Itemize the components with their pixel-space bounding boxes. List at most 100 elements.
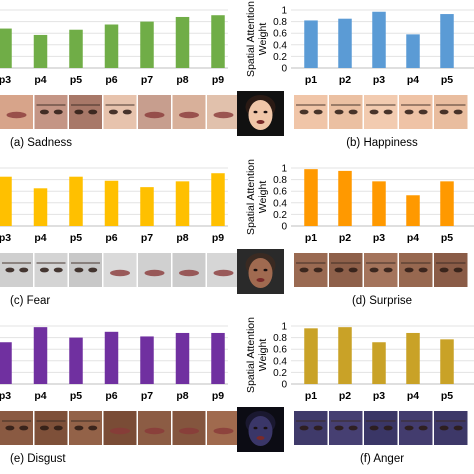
portrait-face — [248, 258, 273, 288]
category-label-p5: p5 — [70, 390, 82, 402]
y-axis-title-line1: Spatial Attention — [245, 1, 257, 77]
mouth-mark — [179, 269, 199, 277]
category-label-p4: p4 — [407, 74, 419, 86]
eye-mark — [404, 109, 414, 115]
eye-mark — [453, 425, 463, 431]
mouth-mark — [144, 427, 165, 435]
portrait-face — [248, 100, 273, 130]
eye-mark — [348, 109, 358, 115]
y-tick-label: 0.8 — [273, 175, 287, 186]
bar-p6 — [104, 331, 119, 384]
bar-p1 — [304, 169, 318, 226]
eye-mark — [334, 425, 344, 431]
mouth-mark — [110, 427, 130, 435]
portrait-mouth — [256, 120, 265, 124]
category-label-p2: p2 — [339, 390, 351, 402]
bar-p4 — [406, 34, 420, 68]
category-label-p7: p7 — [141, 232, 153, 244]
eye-mark — [383, 267, 393, 273]
bar-p3 — [372, 342, 386, 384]
bar-p4 — [33, 34, 48, 68]
eye-mark — [19, 425, 29, 431]
eye-mark — [383, 425, 393, 431]
eye-mark — [88, 425, 98, 431]
chart-panel-6: 00.20.40.60.81 Spatial Attention Weight p1 p… — [245, 317, 474, 465]
mouth-mark — [179, 111, 199, 119]
eye-mark — [39, 109, 49, 115]
category-label-p5: p5 — [70, 232, 82, 244]
chart-panel-3: p3 p4 p5 p6 p7 p8 p9 (c) Fear — [0, 167, 240, 307]
bar-p3 — [0, 176, 12, 226]
eye-mark — [39, 267, 49, 273]
bar-p6 — [104, 24, 119, 68]
category-label-p5: p5 — [70, 74, 82, 86]
category-label-p1: p1 — [305, 390, 317, 402]
bar-p1 — [304, 328, 318, 384]
eye-mark — [313, 109, 323, 115]
bar-p9 — [211, 332, 225, 384]
eye-mark — [348, 267, 358, 273]
category-label-p3: p3 — [0, 390, 11, 402]
category-label-p4: p4 — [34, 232, 46, 244]
y-tick-label: 0.4 — [273, 356, 287, 367]
y-tick-label: 0.4 — [273, 198, 287, 209]
happiness-portrait — [237, 91, 284, 136]
chart-panel-2: 00.20.40.60.81 Spatial Attention Weight p1 p… — [245, 1, 474, 149]
eye-mark — [334, 109, 344, 115]
eye-mark — [383, 109, 393, 115]
eye-mark — [74, 267, 84, 273]
chart-panel-5: p3 p4 p5 p6 p7 p8 p9 (e) Disgust — [0, 325, 240, 465]
category-label-p3: p3 — [0, 74, 11, 86]
bar-p2 — [338, 327, 352, 384]
category-label-p4: p4 — [34, 390, 46, 402]
eye-mark — [53, 109, 63, 115]
category-label-p5: p5 — [441, 74, 453, 86]
y-axis-title-line2: Weight — [257, 181, 269, 214]
eye-mark — [88, 109, 98, 115]
category-label-p8: p8 — [176, 232, 188, 244]
y-tick-label: 0.2 — [273, 210, 287, 221]
y-tick-label: 1 — [281, 322, 287, 333]
eye-mark — [404, 425, 414, 431]
eye-mark — [369, 109, 379, 115]
bar-p5 — [440, 339, 454, 384]
category-label-p8: p8 — [176, 390, 188, 402]
eye-mark — [369, 267, 379, 273]
eye-mark — [74, 109, 84, 115]
y-tick-label: 0.2 — [273, 368, 287, 379]
category-label-p1: p1 — [305, 74, 317, 86]
category-label-p2: p2 — [339, 74, 351, 86]
category-label-p6: p6 — [105, 232, 117, 244]
eye-mark — [5, 425, 15, 431]
category-label-p6: p6 — [105, 390, 117, 402]
eye-mark — [404, 267, 414, 273]
y-tick-label: 1 — [281, 164, 287, 175]
y-tick-label: 0.2 — [273, 52, 287, 63]
bar-p5 — [69, 176, 83, 226]
category-label-p6: p6 — [105, 74, 117, 86]
eye-mark — [53, 425, 63, 431]
eye-mark — [74, 425, 84, 431]
eye-mark — [5, 267, 15, 273]
category-label-p7: p7 — [141, 390, 153, 402]
y-axis-title-line1: Spatial Attention — [245, 159, 257, 235]
bar-p3 — [0, 342, 12, 384]
eye-mark — [439, 425, 449, 431]
eye-mark — [313, 267, 323, 273]
eye-mark — [53, 267, 63, 273]
face-crops-row — [0, 411, 240, 445]
portrait-face — [248, 416, 273, 446]
category-label-p1: p1 — [305, 232, 317, 244]
bar-p4 — [406, 332, 420, 384]
eye-mark — [439, 109, 449, 115]
bar-p3 — [372, 11, 386, 69]
eye-mark — [453, 267, 463, 273]
portrait-eye — [253, 426, 258, 430]
face-crops-row — [294, 253, 468, 287]
bar-p7 — [140, 187, 154, 226]
y-tick-label: 0.6 — [273, 29, 287, 40]
y-tick-label: 0.8 — [273, 17, 287, 28]
portrait-eye — [253, 268, 258, 272]
category-label-p5: p5 — [441, 232, 453, 244]
category-label-p3: p3 — [0, 232, 11, 244]
